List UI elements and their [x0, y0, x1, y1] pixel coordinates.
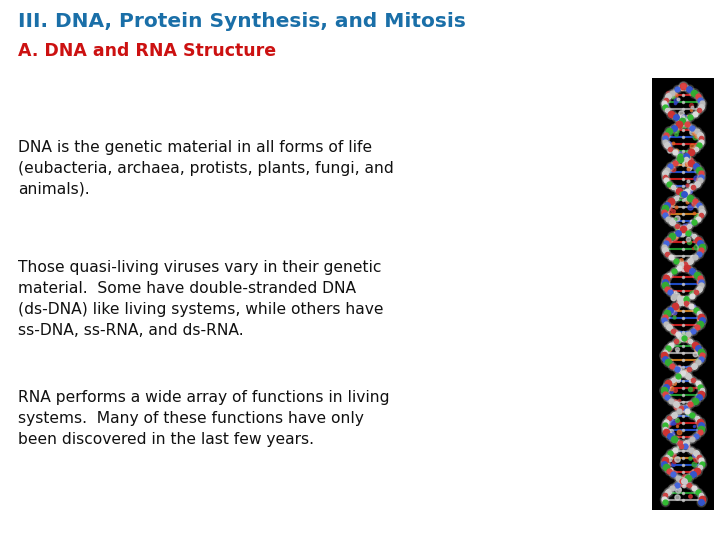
Text: III. DNA, Protein Synthesis, and Mitosis: III. DNA, Protein Synthesis, and Mitosis: [18, 12, 466, 31]
Text: A. DNA and RNA Structure: A. DNA and RNA Structure: [18, 42, 276, 60]
Text: Those quasi-living viruses vary in their genetic
material.  Some have double-str: Those quasi-living viruses vary in their…: [18, 260, 384, 338]
Text: RNA performs a wide array of functions in living
systems.  Many of these functio: RNA performs a wide array of functions i…: [18, 390, 390, 447]
Bar: [652, 78, 714, 510]
Text: DNA is the genetic material in all forms of life
(eubacteria, archaea, protists,: DNA is the genetic material in all forms…: [18, 140, 394, 197]
